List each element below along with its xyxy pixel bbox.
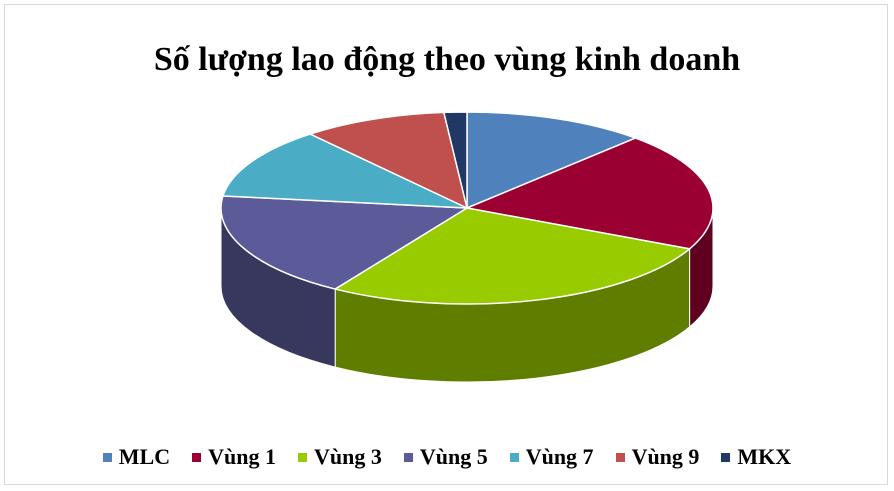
legend-swatch <box>102 452 112 462</box>
pie-slice-mlc <box>466 111 638 210</box>
chart-title: Số lượng lao động theo vùng kinh doanh <box>153 41 741 78</box>
legend-label: Vùng 9 <box>631 444 700 469</box>
pie-slice-vùng-1 <box>464 137 714 250</box>
legend-item-vùng-9: Vùng 9 <box>615 444 700 470</box>
legend: MLC Vùng 1 Vùng 3 Vùng 5 Vùng 7 Vùng 9 MKX <box>5 443 889 471</box>
legend-label: Vùng 5 <box>419 444 488 469</box>
legend-label: Vùng 1 <box>208 444 276 469</box>
legend-swatch <box>192 452 202 462</box>
pie-slice-vùng-7 <box>221 133 468 209</box>
chart-area: Số lượng lao động theo vùng kinh doanh M… <box>4 4 888 485</box>
legend-swatch <box>721 452 731 462</box>
legend-item-mlc: MLC <box>102 444 171 470</box>
pie-chart <box>220 111 714 383</box>
pie-slice-vùng-5 <box>220 195 470 290</box>
legend-swatch <box>297 452 307 462</box>
legend-item-vùng-7: Vùng 7 <box>509 444 594 470</box>
legend-swatch <box>509 452 519 462</box>
pie-slice-vùng-9 <box>308 111 469 210</box>
legend-item-vùng-5: Vùng 5 <box>403 444 488 470</box>
legend-item-mkx: MKX <box>721 444 791 470</box>
legend-label: Vùng 7 <box>525 444 594 469</box>
legend-swatch <box>403 452 413 462</box>
legend-swatch <box>615 452 625 462</box>
pie-slice-vùng-3 <box>333 207 692 305</box>
legend-label: Vùng 3 <box>313 444 382 469</box>
legend-item-vùng-3: Vùng 3 <box>297 444 382 470</box>
legend-label: MKX <box>737 444 792 469</box>
legend-item-vùng-1: Vùng 1 <box>192 444 276 470</box>
legend-label: MLC <box>118 444 171 469</box>
pie-slice-mkx <box>442 111 468 209</box>
